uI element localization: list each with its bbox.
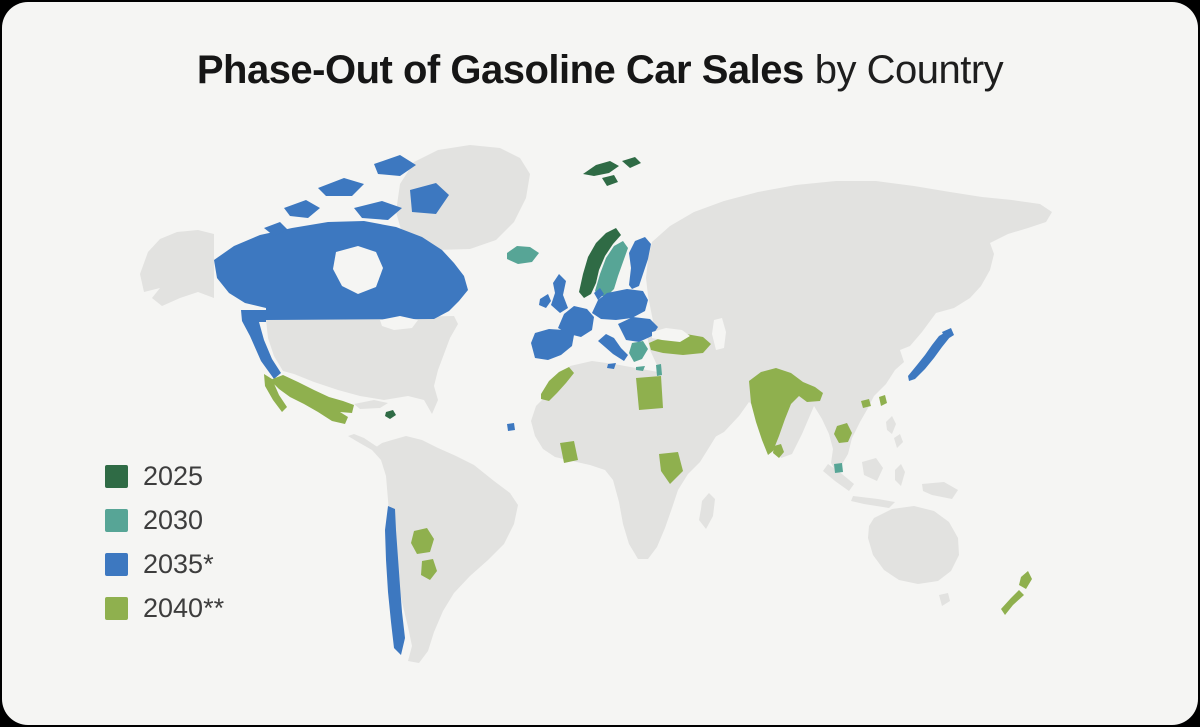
- water-hudson-bay: [333, 246, 383, 294]
- legend-label-2030: 2030: [143, 505, 204, 535]
- legend: 2025 2030 2035* 2040**: [105, 463, 224, 622]
- region-greece: [629, 341, 648, 371]
- land-tasmania: [939, 593, 950, 606]
- land-united-states: [266, 316, 458, 414]
- legend-swatch-2035: [105, 553, 128, 576]
- region-japan: [908, 328, 954, 381]
- region-sri-lanka: [773, 444, 784, 458]
- land-new-guinea: [922, 482, 958, 499]
- legend-swatch-2040: [105, 597, 128, 620]
- legend-item-2030: 2030: [105, 507, 224, 534]
- region-morocco: [541, 367, 574, 401]
- land-java: [851, 496, 895, 508]
- region-paraguay: [411, 528, 434, 554]
- land-alaska: [140, 230, 214, 306]
- region-new-zealand: [1001, 571, 1032, 615]
- region-kenya: [659, 452, 683, 484]
- region-uk-and-ireland: [539, 274, 568, 313]
- land-borneo: [862, 458, 883, 481]
- region-us-west-coast-california-washington: [241, 310, 281, 379]
- land-greenland: [396, 145, 530, 250]
- land-madagascar: [699, 493, 715, 529]
- legend-swatch-2030: [105, 509, 128, 532]
- region-ghana: [560, 441, 578, 463]
- region-svalbard: [583, 157, 641, 186]
- legend-swatch-2025: [105, 465, 128, 488]
- land-eurasia: [646, 181, 1052, 472]
- legend-item-2025: 2025: [105, 463, 224, 490]
- water-great-lakes: [380, 316, 418, 330]
- land-africa: [531, 361, 718, 559]
- land-philippines: [886, 416, 903, 448]
- region-mexico: [264, 374, 354, 424]
- land-south-america: [372, 436, 518, 663]
- water-black-sea: [652, 328, 690, 342]
- legend-label-2040: 2040**: [143, 593, 225, 623]
- region-india: [749, 368, 823, 455]
- water-caspian-sea: [712, 318, 726, 350]
- region-thailand: [834, 423, 852, 443]
- region-iceland: [507, 246, 539, 264]
- region-egypt: [636, 376, 663, 410]
- region-canadian-arctic-islands: [264, 155, 449, 236]
- region-sweden: [595, 241, 628, 296]
- region-european-union: [531, 288, 658, 369]
- region-hong-kong: [861, 399, 871, 408]
- region-hispaniola: [385, 410, 396, 419]
- region-norway: [579, 228, 621, 298]
- land-sulawesi: [895, 464, 905, 486]
- legend-item-2035: 2035*: [105, 551, 224, 578]
- land-australia: [868, 506, 959, 584]
- land-sumatra: [823, 464, 854, 491]
- legend-label-2025: 2025: [143, 461, 204, 491]
- legend-item-2040: 2040**: [105, 595, 224, 622]
- region-cape-verde: [507, 423, 515, 431]
- page-title: Phase-Out of Gasoline Car Sales by Countr…: [2, 48, 1198, 93]
- region-uruguay: [421, 559, 437, 580]
- region-taiwan: [879, 395, 887, 406]
- title-bold-text: Phase-Out of Gasoline Car Sales: [196, 48, 804, 92]
- title-regular-text: by Country: [814, 48, 1004, 92]
- region-singapore: [834, 463, 843, 473]
- region-chile: [385, 506, 405, 655]
- region-finland: [629, 237, 651, 289]
- legend-label-2035: 2035*: [143, 549, 214, 579]
- region-israel: [656, 364, 662, 376]
- land-cuba: [354, 400, 388, 409]
